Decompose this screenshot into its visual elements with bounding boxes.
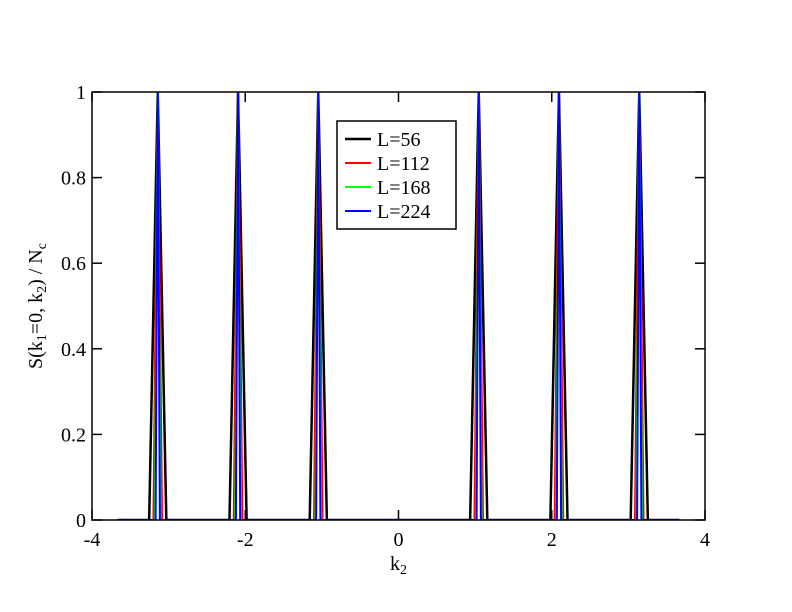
x-tick-label: -2 bbox=[237, 529, 254, 551]
y-tick-label: 0.6 bbox=[61, 253, 86, 275]
y-axis-label-part: c bbox=[35, 243, 50, 249]
y-axis-label-part: =0, k bbox=[25, 293, 47, 334]
x-tick-label: -4 bbox=[84, 529, 101, 551]
x-tick-label: 2 bbox=[547, 529, 557, 551]
x-axis-label: k2 bbox=[390, 553, 407, 578]
y-axis-label-part: 1 bbox=[35, 334, 50, 341]
legend-label: L=168 bbox=[377, 177, 431, 199]
legend-label: L=224 bbox=[377, 201, 431, 223]
y-axis-label: S(k1=0, k2) / Nc bbox=[25, 243, 50, 369]
y-axis-label-part: 2 bbox=[35, 286, 50, 293]
x-axis-label-part: k bbox=[390, 553, 400, 575]
y-tick-label: 0.4 bbox=[61, 339, 86, 361]
y-tick-label: 0.2 bbox=[61, 424, 86, 446]
y-tick-label: 0.8 bbox=[61, 168, 86, 190]
x-tick-label: 4 bbox=[700, 529, 710, 551]
x-axis-label-part: 2 bbox=[400, 563, 407, 578]
legend-label: L=56 bbox=[377, 129, 421, 151]
legend-label: L=112 bbox=[377, 153, 430, 175]
y-tick-label: 0 bbox=[76, 510, 86, 532]
y-axis-label-part: ) / N bbox=[25, 249, 47, 286]
y-tick-label: 1 bbox=[76, 82, 86, 104]
x-tick-label: 0 bbox=[394, 529, 404, 551]
y-axis-label-part: S(k bbox=[25, 341, 47, 369]
